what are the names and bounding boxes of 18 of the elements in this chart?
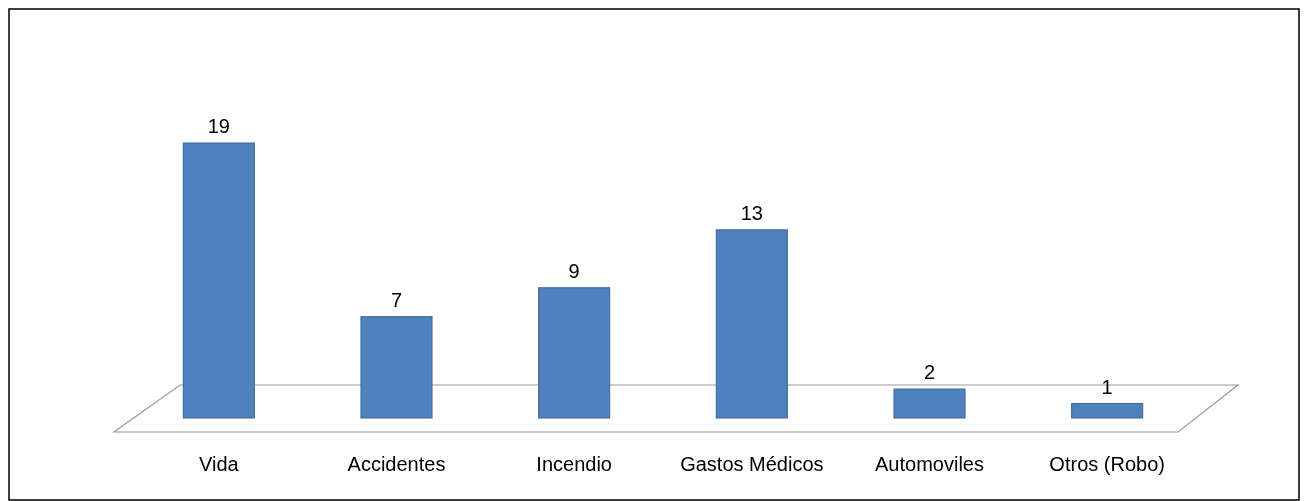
x-tick-label: Gastos Médicos bbox=[680, 453, 824, 476]
data-label: 7 bbox=[390, 288, 403, 311]
bar bbox=[893, 388, 966, 419]
x-tick-label: Automoviles bbox=[875, 453, 984, 476]
bar bbox=[715, 229, 788, 419]
x-tick-label: Vida bbox=[199, 453, 240, 476]
data-label: 9 bbox=[568, 259, 580, 282]
x-tick-label: Accidentes bbox=[347, 453, 446, 476]
data-label: 19 bbox=[207, 115, 230, 137]
data-label: 1 bbox=[1101, 375, 1113, 398]
data-label: 13 bbox=[740, 201, 763, 224]
bar bbox=[360, 316, 433, 419]
bar bbox=[1071, 403, 1144, 419]
data-label: 2 bbox=[923, 361, 936, 384]
bar bbox=[538, 287, 611, 419]
x-tick-label: Otros (Robo) bbox=[1049, 453, 1165, 476]
x-tick-label: Incendio bbox=[536, 453, 612, 476]
bar bbox=[182, 142, 255, 419]
